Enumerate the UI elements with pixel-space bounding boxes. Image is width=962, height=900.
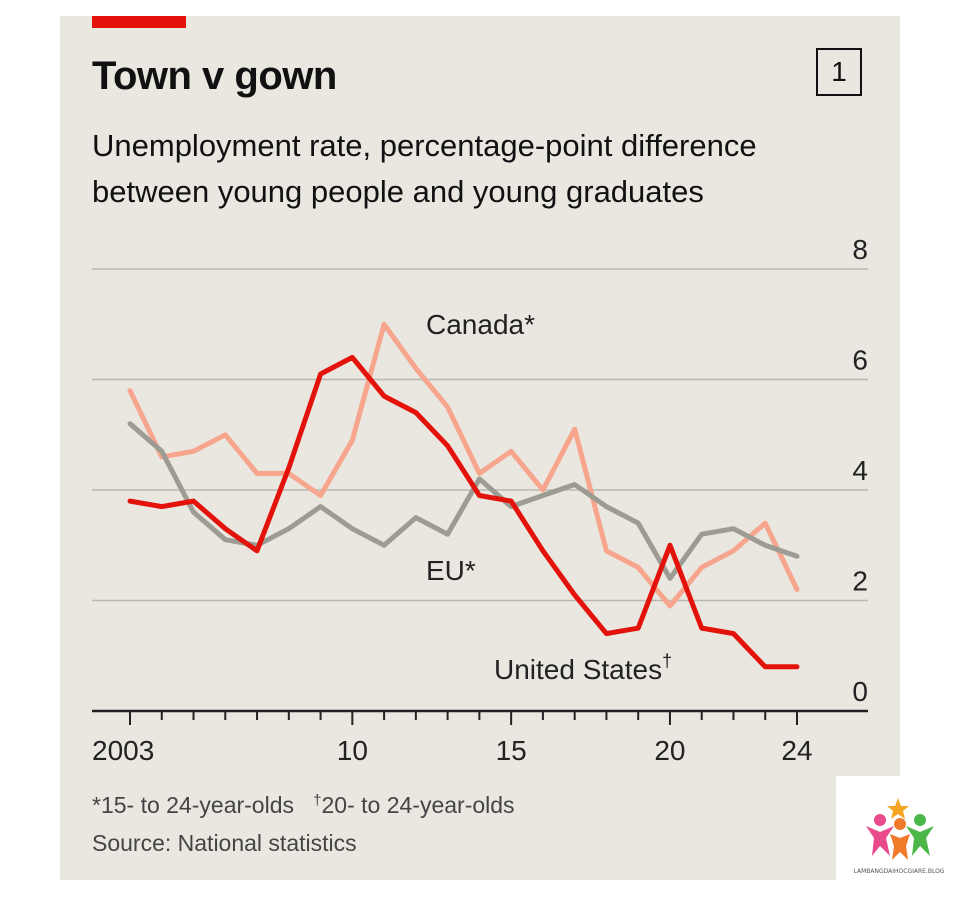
y-tick-label-4: 4 xyxy=(852,455,868,486)
x-tick-label-15: 15 xyxy=(496,735,527,766)
x-tick-label-10: 10 xyxy=(337,735,368,766)
chart-title: Town v gown xyxy=(92,54,337,98)
chart-card: Town v gown 1 Unemployment rate, percent… xyxy=(60,16,900,880)
series-label-suffix: † xyxy=(662,651,672,671)
x-tick-label-24: 24 xyxy=(781,735,812,766)
people-logo-icon xyxy=(866,798,934,860)
series-label-canada-: Canada* xyxy=(426,309,535,340)
series-label-eu-: EU* xyxy=(426,555,476,586)
series-line-united-states xyxy=(127,354,800,670)
footnote-dagger-symbol: † xyxy=(313,792,322,809)
source-note: Source: National statistics xyxy=(92,830,357,856)
watermark-logo: LAMBANGDAIHOCGIARE.BLOG xyxy=(836,776,962,900)
x-tick-label-20: 20 xyxy=(654,735,685,766)
y-tick-label-2: 2 xyxy=(852,566,868,597)
watermark-text: LAMBANGDAIHOCGIARE.BLOG xyxy=(853,868,945,875)
footnote-star: *15- to 24-year-olds xyxy=(92,792,294,818)
footnote: *15- to 24-year-olds †20- to 24-year-old… xyxy=(92,792,515,819)
y-tick-label-0: 0 xyxy=(852,676,868,707)
chart-number-badge: 1 xyxy=(816,48,862,96)
y-tick-label-8: 8 xyxy=(852,234,868,265)
x-tick-label-2003: 2003 xyxy=(92,735,154,766)
y-tick-label-6: 6 xyxy=(852,345,868,376)
series-label-united-states: United States† xyxy=(494,651,672,685)
footnote-dagger: 20- to 24-year-olds xyxy=(321,792,515,818)
brand-red-bar xyxy=(92,16,186,28)
chart-subtitle-line-1: Unemployment rate, percentage-point diff… xyxy=(92,128,757,163)
chart-subtitle-line-2: between young people and young graduates xyxy=(92,174,704,209)
